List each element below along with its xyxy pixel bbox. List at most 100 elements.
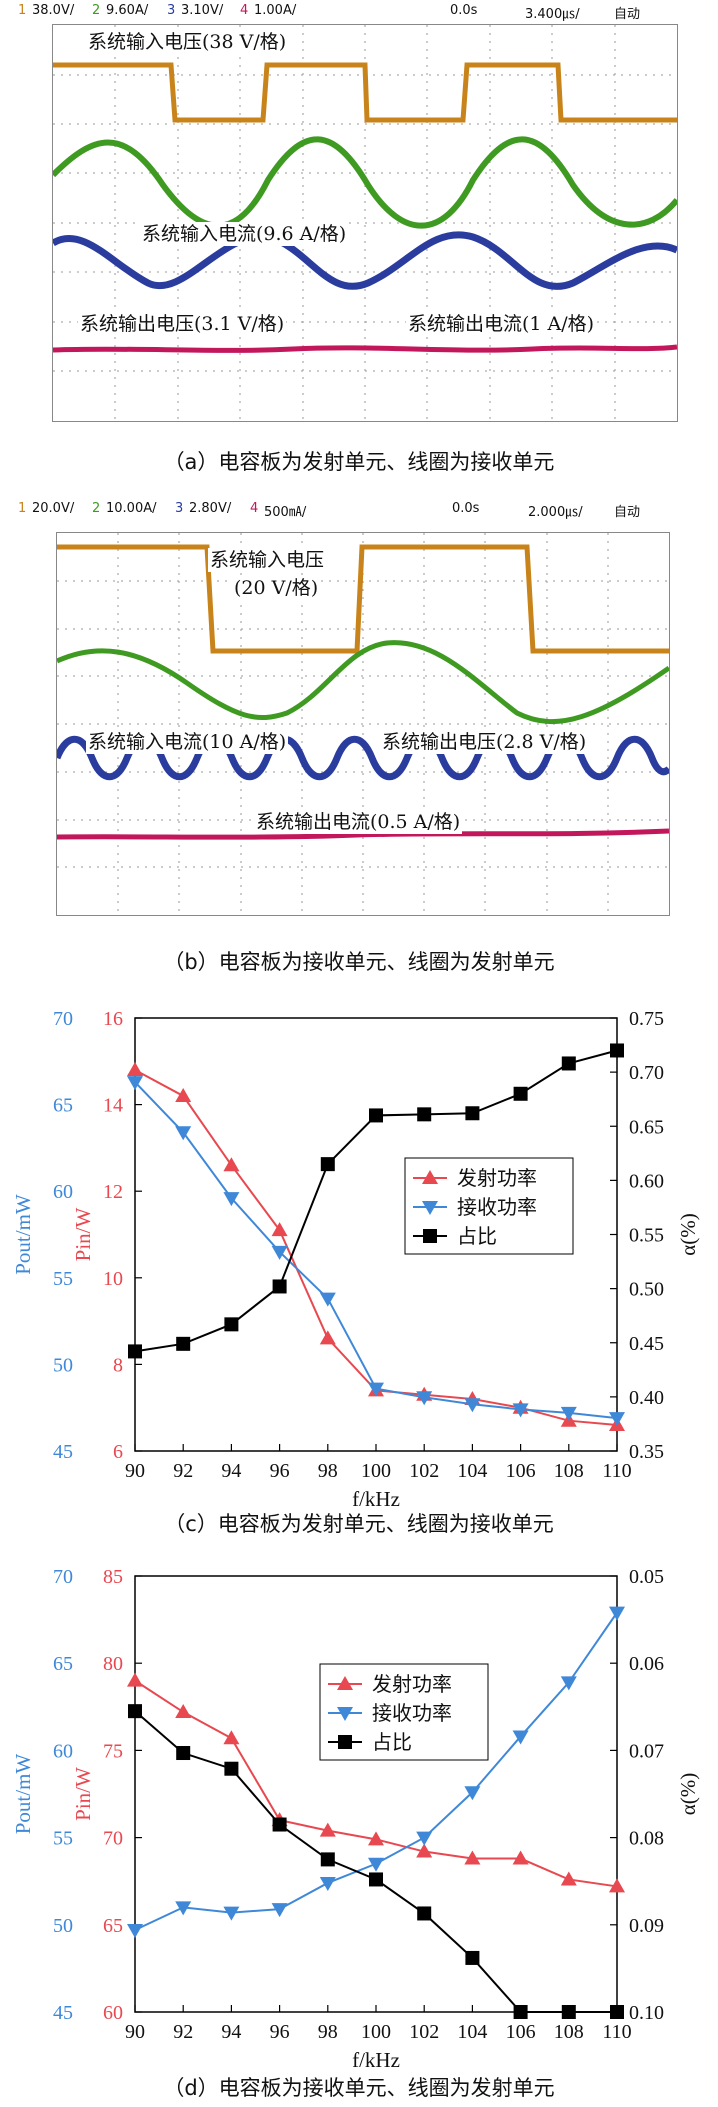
legend-marker bbox=[337, 1707, 353, 1721]
y-left-outer-tick-label: 45 bbox=[53, 1441, 73, 1463]
y-right-tick-label: 0.07 bbox=[629, 1740, 664, 1762]
ch4-scale: 1.00A/ bbox=[254, 3, 297, 18]
trigger-mode: 自动 bbox=[614, 505, 641, 520]
legend-label: 发射功率 bbox=[372, 1672, 452, 1696]
x-tick-label: 90 bbox=[125, 2021, 145, 2043]
iout-waveform-a bbox=[53, 344, 677, 353]
y-left-inner-tick-label: 65 bbox=[103, 1915, 123, 1937]
y-left-outer-axis-label: Pout/mW bbox=[11, 1194, 35, 1275]
y-right-tick-label: 0.10 bbox=[629, 2002, 664, 2024]
plot-frame bbox=[134, 1575, 618, 2013]
ch1-scale: 20.0V/ bbox=[32, 501, 75, 516]
x-tick-label: 110 bbox=[602, 1460, 631, 1482]
series-square bbox=[128, 1704, 624, 2019]
y-left-inner-tick-label: 75 bbox=[103, 1740, 123, 1762]
ch1-index: 1 bbox=[18, 3, 27, 18]
x-tick-label: 104 bbox=[457, 1460, 487, 1482]
data-point bbox=[416, 1831, 433, 1846]
data-point bbox=[464, 1850, 481, 1865]
y-right-axis-label: α(%) bbox=[676, 1773, 700, 1815]
data-point bbox=[127, 1061, 143, 1076]
vin-waveform-a bbox=[53, 62, 677, 123]
data-point bbox=[127, 1672, 143, 1687]
timebase: 3.400㎲/ bbox=[525, 7, 580, 22]
x-tick-label: 100 bbox=[361, 1460, 391, 1482]
data-point bbox=[272, 1817, 287, 1832]
panel-d: 90 92 94 96 98 100 102 104 106 108 110 f/kHz 45 50 55 6… bbox=[0, 1554, 718, 2107]
legend-marker bbox=[422, 1170, 438, 1184]
x-tick-label: 102 bbox=[409, 1460, 439, 1482]
legend-label: 发射功率 bbox=[457, 1166, 537, 1190]
data-point bbox=[223, 1192, 240, 1207]
x-tick-label: 104 bbox=[457, 2021, 487, 2043]
chart-d: 90 92 94 96 98 100 102 104 106 108 110 f/kHz 45 50 55 6… bbox=[11, 1566, 700, 2072]
y-right-tick-label: 0.09 bbox=[629, 1915, 664, 1937]
y-right-tick-label: 0.40 bbox=[629, 1387, 664, 1409]
y-left-outer-tick-label: 65 bbox=[53, 1653, 73, 1675]
y-left-inner-tick-label: 12 bbox=[103, 1181, 123, 1203]
scope-header-a: 1 38.0V/ 2 9.60A/ 3 3.10V/ 4 1.00A/ 0.0s… bbox=[0, 0, 718, 22]
iin-waveform-a bbox=[53, 136, 677, 229]
legend-label: 接收功率 bbox=[457, 1195, 537, 1219]
x-axis-label: f/kHz bbox=[352, 1487, 400, 1506]
legend-marker bbox=[338, 1735, 352, 1749]
data-point bbox=[369, 1108, 383, 1123]
data-point bbox=[223, 1730, 240, 1745]
data-point bbox=[609, 1878, 625, 1893]
y-right-tick-label: 0.05 bbox=[629, 1566, 664, 1588]
y-right-tick-label: 0.75 bbox=[629, 1008, 664, 1030]
data-point bbox=[560, 1871, 577, 1886]
iout-waveform-b bbox=[57, 828, 669, 840]
data-point bbox=[609, 1412, 625, 1427]
x-tick-label: 100 bbox=[361, 2021, 391, 2043]
annotation-vin-b-line1: 系统输入电压 bbox=[208, 548, 327, 572]
y-left-outer-tick-label: 50 bbox=[53, 1915, 73, 1937]
x-tick-label: 110 bbox=[602, 2021, 631, 2043]
legend-label: 占比 bbox=[372, 1730, 412, 1754]
series-triangle-down bbox=[127, 1606, 625, 1939]
annotation-iin-a: 系统输入电流(9.6 A/格) bbox=[140, 222, 349, 246]
time-offset: 0.0s bbox=[452, 501, 480, 516]
x-tick-label: 102 bbox=[409, 2021, 439, 2043]
x-tick-label: 90 bbox=[125, 1460, 145, 1482]
data-point bbox=[512, 1403, 529, 1418]
caption-d: （d）电容板为接收单元、线圈为发射单元 bbox=[163, 2076, 555, 2100]
data-point bbox=[320, 1852, 335, 1867]
y-left-outer-tick-label: 55 bbox=[53, 1268, 73, 1290]
data-point bbox=[176, 1336, 191, 1351]
legend-marker bbox=[337, 1676, 353, 1690]
y-left-inner-tick-label: 6 bbox=[113, 1441, 123, 1463]
y-left-outer-tick-label: 60 bbox=[53, 1181, 73, 1203]
legend-label: 接收功率 bbox=[372, 1701, 452, 1725]
y-right-tick-label: 0.35 bbox=[629, 1441, 664, 1463]
y-right-tick-label: 0.06 bbox=[629, 1653, 664, 1675]
annotation-vout-a: 系统输出电压(3.1 V/格) bbox=[78, 312, 287, 336]
y-left-inner-axis-label: Pin/W bbox=[71, 1767, 95, 1821]
series-triangle-down bbox=[127, 1076, 625, 1427]
annotation-iout-b: 系统输出电流(0.5 A/格) bbox=[254, 810, 463, 834]
y-right-axis-label: α(%) bbox=[676, 1213, 700, 1255]
y-right-tick-label: 0.65 bbox=[629, 1116, 664, 1138]
legend-marker bbox=[423, 1229, 437, 1243]
x-tick-label: 92 bbox=[173, 1460, 193, 1482]
x-tick-label: 98 bbox=[318, 1460, 338, 1482]
x-tick-label: 94 bbox=[221, 1460, 241, 1482]
y-left-inner-tick-label: 60 bbox=[103, 2002, 123, 2024]
x-tick-label: 106 bbox=[506, 1460, 536, 1482]
data-point bbox=[223, 1906, 240, 1921]
y-left-outer-tick-label: 70 bbox=[53, 1008, 73, 1030]
y-right-tick-label: 0.08 bbox=[629, 1828, 664, 1850]
ch1-scale: 38.0V/ bbox=[32, 3, 75, 18]
iin-waveform-b bbox=[57, 640, 669, 725]
data-point bbox=[224, 1317, 239, 1332]
ch4-scale: 500㎃/ bbox=[264, 505, 307, 520]
y-left-outer-tick-label: 55 bbox=[53, 1828, 73, 1850]
y-left-inner-tick-label: 14 bbox=[103, 1095, 123, 1117]
legend-label: 占比 bbox=[457, 1224, 497, 1248]
caption-c: （c）电容板为发射单元、线圈为接收单元 bbox=[164, 1512, 554, 1536]
data-point bbox=[127, 1076, 143, 1091]
data-point bbox=[465, 1950, 480, 1965]
data-point bbox=[272, 1279, 287, 1294]
y-left-inner-tick-label: 80 bbox=[103, 1653, 123, 1675]
